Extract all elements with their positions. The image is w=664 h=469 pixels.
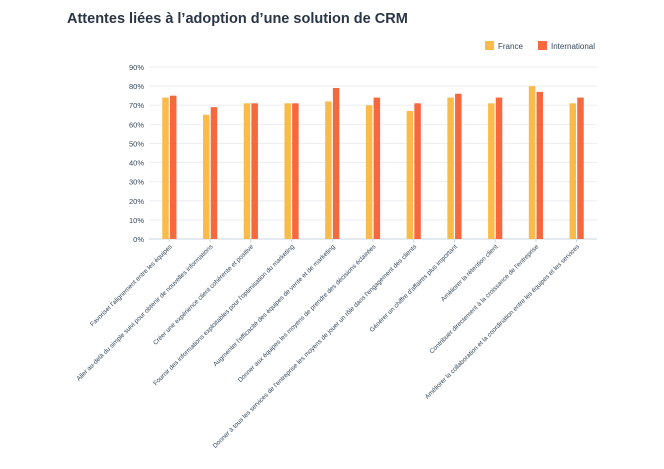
- y-tick-label: 40%: [129, 159, 144, 168]
- bar-france: [162, 97, 169, 239]
- bar-international: [292, 103, 299, 239]
- bar-international: [495, 97, 503, 239]
- legend-swatch: [538, 41, 547, 50]
- bar-international: [536, 91, 544, 239]
- bar-france: [202, 114, 210, 239]
- x-tick-label: Donner aux équipes les moyens de prendre…: [237, 243, 378, 384]
- x-tick-label: Améliorer la collaboration et la coordin…: [424, 243, 581, 400]
- bar-international: [373, 97, 381, 239]
- y-tick-label: 30%: [129, 178, 144, 187]
- x-tick-label: Générer un chiffre d'affaires plus impor…: [369, 243, 459, 333]
- y-tick-label: 70%: [129, 101, 144, 110]
- legend-label: France: [498, 42, 523, 51]
- bar-france: [325, 101, 332, 240]
- bar-international: [332, 88, 340, 240]
- y-tick-label: 60%: [129, 120, 144, 129]
- bar-international: [251, 103, 258, 239]
- bar-france: [447, 97, 454, 239]
- legend-swatch: [485, 41, 494, 50]
- y-tick-label: 90%: [129, 63, 144, 72]
- y-tick-label: 80%: [129, 82, 144, 91]
- x-tick-label: Favoriser l'alignement entre les équipes: [89, 243, 174, 328]
- bar-france: [406, 110, 414, 239]
- bar-international: [169, 95, 177, 240]
- bar-france: [284, 103, 291, 239]
- bar-international: [577, 97, 584, 239]
- y-tick-label: 0%: [133, 235, 144, 244]
- legend-label: International: [551, 42, 595, 51]
- bar-international: [414, 103, 421, 239]
- x-tick-label: Aller au-delà du simple suivi pour obten…: [75, 243, 214, 382]
- bar-france: [569, 103, 577, 239]
- bar-international: [455, 93, 462, 239]
- bar-france: [365, 105, 373, 239]
- x-tick-label: Fournir des informations exploitables po…: [152, 243, 296, 387]
- bar-france: [528, 86, 536, 239]
- y-tick-label: 10%: [129, 216, 144, 225]
- y-tick-label: 50%: [129, 139, 144, 148]
- chart-title: Attentes liées à l’adoption d’une soluti…: [67, 11, 408, 27]
- bar-international: [210, 107, 218, 239]
- bar-france: [488, 103, 495, 239]
- bar-france: [243, 103, 251, 239]
- y-tick-label: 20%: [129, 197, 144, 206]
- x-tick-label: Donner à tous les services de l'entrepri…: [212, 243, 418, 449]
